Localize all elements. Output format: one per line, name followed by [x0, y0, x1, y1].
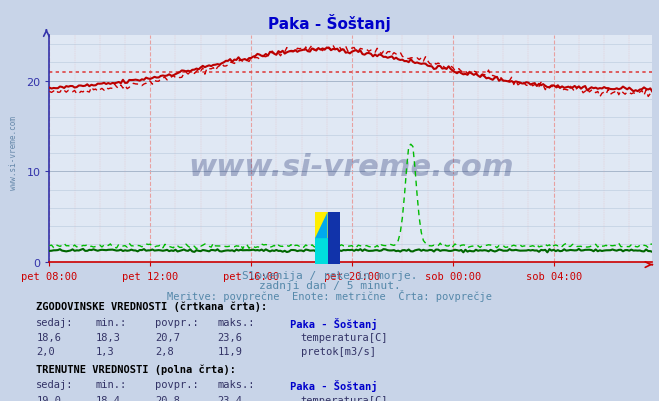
- Text: maks.:: maks.:: [217, 317, 255, 327]
- Text: 1,3: 1,3: [96, 346, 114, 356]
- Text: pretok[m3/s]: pretok[m3/s]: [301, 346, 376, 356]
- Text: TRENUTNE VREDNOSTI (polna črta):: TRENUTNE VREDNOSTI (polna črta):: [36, 363, 236, 374]
- Text: 2,8: 2,8: [155, 346, 173, 356]
- Text: 11,9: 11,9: [217, 346, 243, 356]
- Text: www.si-vreme.com: www.si-vreme.com: [9, 115, 18, 189]
- Text: Paka - Šoštanj: Paka - Šoštanj: [268, 14, 391, 32]
- Text: 2,0: 2,0: [36, 346, 55, 356]
- Bar: [315, 239, 328, 265]
- Text: 23,6: 23,6: [217, 332, 243, 342]
- Text: 23,4: 23,4: [217, 395, 243, 401]
- Text: Paka - Šoštanj: Paka - Šoštanj: [290, 379, 378, 391]
- Text: 18,3: 18,3: [96, 332, 121, 342]
- Text: temperatura[C]: temperatura[C]: [301, 395, 388, 401]
- Text: temperatura[C]: temperatura[C]: [301, 332, 388, 342]
- Text: sedaj:: sedaj:: [36, 379, 74, 389]
- Text: ZGODOVINSKE VREDNOSTI (črtkana črta):: ZGODOVINSKE VREDNOSTI (črtkana črta):: [36, 301, 268, 311]
- Text: sedaj:: sedaj:: [36, 317, 74, 327]
- Text: Paka - Šoštanj: Paka - Šoštanj: [290, 317, 378, 329]
- Text: Meritve: povprečne  Enote: metrične  Črta: povprečje: Meritve: povprečne Enote: metrične Črta:…: [167, 290, 492, 302]
- Text: maks.:: maks.:: [217, 379, 255, 389]
- Text: zadnji dan / 5 minut.: zadnji dan / 5 minut.: [258, 280, 401, 290]
- Text: min.:: min.:: [96, 317, 127, 327]
- Bar: [315, 213, 328, 239]
- Text: 18,6: 18,6: [36, 332, 61, 342]
- Text: 20,7: 20,7: [155, 332, 180, 342]
- Text: Slovenija / reke in morje.: Slovenija / reke in morje.: [242, 270, 417, 280]
- Text: povpr.:: povpr.:: [155, 379, 198, 389]
- Polygon shape: [315, 213, 328, 239]
- Text: 19,0: 19,0: [36, 395, 61, 401]
- Text: min.:: min.:: [96, 379, 127, 389]
- Bar: [328, 213, 340, 265]
- Text: www.si-vreme.com: www.si-vreme.com: [188, 153, 514, 182]
- Text: 18,4: 18,4: [96, 395, 121, 401]
- Text: povpr.:: povpr.:: [155, 317, 198, 327]
- Text: 20,8: 20,8: [155, 395, 180, 401]
